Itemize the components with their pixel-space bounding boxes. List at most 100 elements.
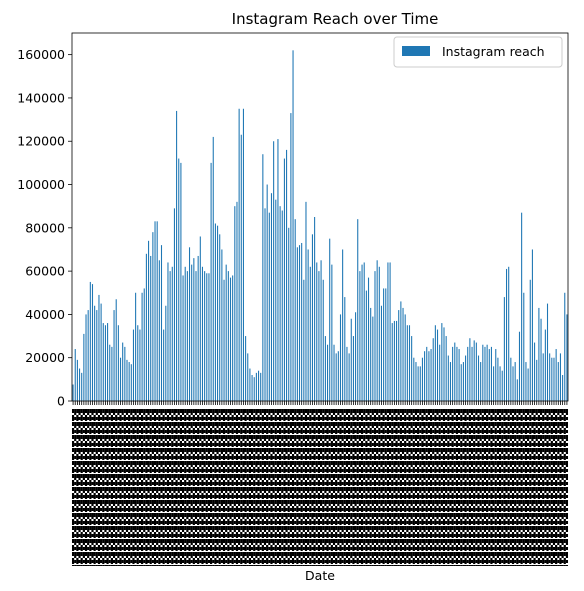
bar (486, 344, 488, 401)
bar (385, 288, 387, 401)
bar (387, 262, 389, 401)
y-tick-label: 0 (57, 394, 65, 409)
bar (439, 344, 441, 401)
bar (184, 266, 186, 401)
bar (389, 262, 391, 401)
bar (426, 346, 428, 401)
bar (467, 346, 469, 401)
bar (204, 271, 206, 401)
bar (411, 336, 413, 401)
bar (191, 264, 193, 401)
bar (475, 342, 477, 401)
bar (240, 134, 242, 402)
bar (566, 314, 568, 401)
bar (201, 266, 204, 401)
bar (210, 162, 212, 401)
bar (383, 288, 385, 401)
bar (415, 362, 417, 401)
bar (292, 50, 294, 401)
bar (169, 271, 171, 401)
bar (128, 362, 130, 401)
bar (352, 336, 354, 401)
bar (346, 346, 348, 401)
bar (314, 217, 316, 401)
bar (296, 247, 298, 401)
bar (236, 201, 238, 401)
bar (130, 364, 132, 401)
bar (286, 149, 288, 401)
bar (251, 375, 253, 401)
bar (279, 206, 281, 401)
bar (156, 221, 158, 401)
bar (329, 238, 331, 401)
bar (408, 325, 411, 401)
bar (148, 240, 150, 401)
bar (163, 329, 165, 401)
bar (281, 210, 283, 401)
bar (339, 314, 342, 401)
bar (359, 271, 361, 401)
bar (122, 342, 124, 401)
bar (311, 234, 313, 401)
bar (273, 141, 275, 402)
bar (225, 264, 227, 401)
bar (546, 303, 549, 401)
bar (262, 154, 264, 401)
bar (400, 301, 402, 401)
bar (119, 357, 122, 401)
bar (482, 344, 484, 401)
bar (396, 320, 398, 401)
bar (350, 318, 352, 401)
bar (404, 314, 406, 401)
bar (173, 208, 175, 401)
bar (499, 366, 501, 401)
legend-label: Instagram reach (442, 44, 545, 59)
bar (270, 193, 273, 401)
bar (309, 266, 311, 401)
bar (501, 370, 503, 401)
legend-frame (393, 36, 563, 68)
bar (102, 323, 104, 401)
bar (538, 307, 540, 401)
bar (275, 199, 277, 401)
bar (199, 236, 201, 401)
bar (460, 364, 462, 401)
bar (290, 113, 292, 401)
bar (79, 368, 81, 401)
y-tick-label: 80000 (25, 220, 65, 235)
bar (327, 344, 329, 401)
y-tick-label: 100000 (17, 177, 65, 192)
bar (391, 323, 393, 401)
bar (277, 139, 279, 401)
bar (398, 310, 400, 401)
bar (557, 362, 559, 401)
bar (229, 277, 232, 401)
bar (232, 275, 234, 401)
bar (143, 288, 145, 401)
x-axis (71, 401, 569, 566)
bar (335, 353, 337, 401)
bar (493, 366, 495, 401)
bar (167, 262, 169, 401)
bar (89, 281, 91, 401)
bar (98, 294, 100, 401)
bar (540, 318, 542, 401)
y-tick-label: 60000 (25, 264, 65, 279)
bar (555, 349, 557, 401)
bar (107, 323, 109, 401)
bar (536, 359, 538, 401)
bar (434, 325, 436, 401)
bar (367, 277, 370, 401)
bar (301, 242, 303, 401)
bar (139, 329, 141, 401)
bar (253, 377, 255, 401)
bar (165, 305, 167, 401)
bar (374, 271, 376, 401)
bar (305, 201, 307, 401)
bar (506, 268, 508, 401)
bar (208, 273, 210, 401)
bar (370, 307, 372, 401)
bar (171, 266, 173, 401)
bar (503, 297, 505, 401)
bar (559, 353, 561, 401)
